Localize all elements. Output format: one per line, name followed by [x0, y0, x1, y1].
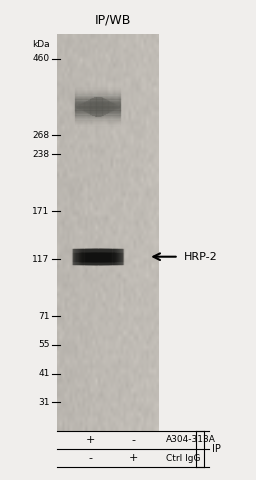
Text: IP: IP	[211, 444, 220, 454]
Text: -: -	[131, 435, 135, 445]
Text: 55: 55	[38, 340, 49, 349]
Text: +: +	[85, 435, 95, 445]
Text: 238: 238	[32, 150, 49, 158]
Text: kDa: kDa	[32, 39, 49, 48]
Text: 41: 41	[38, 369, 49, 378]
Text: +: +	[128, 453, 138, 463]
Text: 460: 460	[32, 54, 49, 63]
Text: IP/WB: IP/WB	[95, 14, 131, 27]
Text: 171: 171	[32, 207, 49, 216]
Bar	[57, 35, 158, 431]
Text: 117: 117	[32, 254, 49, 264]
Text: 268: 268	[32, 131, 49, 140]
Text: Ctrl IgG: Ctrl IgG	[166, 454, 200, 463]
Text: 71: 71	[38, 312, 49, 321]
Text: 31: 31	[38, 398, 49, 407]
Text: A304-313A: A304-313A	[166, 435, 216, 444]
Text: -: -	[88, 453, 92, 463]
Text: HRP-2: HRP-2	[184, 252, 217, 262]
